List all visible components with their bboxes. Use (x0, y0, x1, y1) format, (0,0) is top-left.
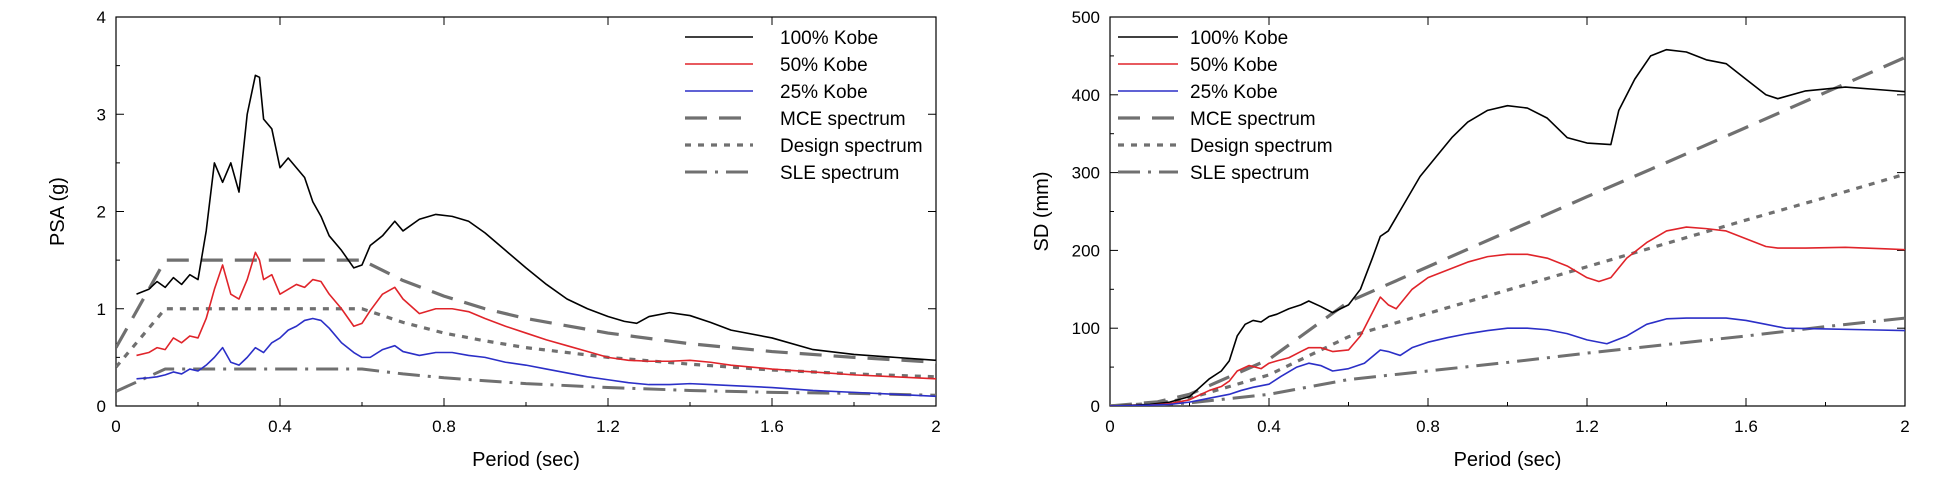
y-axis-label: SD (mm) (1031, 172, 1053, 252)
y-tick-label: 4 (97, 8, 106, 27)
legend-label: SLE spectrum (1190, 163, 1309, 184)
series-line-50-kobe (136, 251, 936, 380)
x-tick-label: 1.6 (760, 417, 784, 436)
x-tick-label: 2 (931, 417, 940, 436)
x-tick-label: 1.2 (596, 417, 620, 436)
x-tick-label: 0 (111, 417, 120, 436)
y-tick-label: 300 (1072, 164, 1100, 183)
psa-chart: 0 0.4 0.8 1.2 1.6 2 0 1 2 3 4 Period (sec) PSA (g) 10… (47, 8, 941, 471)
sd-chart: 0 0.4 0.8 1.2 1.6 2 0 100 200 300 400 500 Period (se… (1031, 8, 1910, 471)
x-tick-label: 2 (1900, 417, 1909, 436)
series-line-sle-spectrum (1110, 316, 1905, 406)
series-line-design-spectrum (116, 307, 936, 379)
series-group (116, 74, 936, 398)
legend: 100% Kobe 50% Kobe 25% Kobe MCE spectrum Des… (1118, 28, 1333, 184)
y-tick-label: 0 (97, 397, 106, 416)
y-tick-label: 200 (1072, 241, 1100, 260)
y-tick-label: 2 (97, 203, 106, 222)
y-tick-label: 3 (97, 105, 106, 124)
series-line-100-kobe (1110, 48, 1905, 406)
x-tick-label: 0.4 (1257, 417, 1281, 436)
series-line-25-kobe (136, 317, 936, 398)
legend-label: 50% Kobe (1190, 55, 1278, 76)
legend-label: 50% Kobe (780, 55, 868, 76)
series-line-mce-spectrum (1110, 55, 1905, 406)
legend-label: SLE spectrum (780, 163, 899, 184)
x-axis-label: Period (sec) (1454, 449, 1562, 471)
y-tick-label: 100 (1072, 319, 1100, 338)
y-tick-label: 1 (97, 300, 106, 319)
y-tick-label: 400 (1072, 86, 1100, 105)
y-tick-label: 500 (1072, 8, 1100, 27)
legend-label: 25% Kobe (1190, 82, 1278, 103)
x-tick-label: 1.2 (1575, 417, 1599, 436)
series-line-mce-spectrum (116, 258, 936, 364)
y-axis-label: PSA (g) (47, 177, 69, 246)
legend-label: 100% Kobe (1190, 28, 1288, 49)
x-tick-label: 1.6 (1734, 417, 1758, 436)
series-group (1110, 48, 1905, 406)
series-line-100-kobe (136, 74, 936, 362)
legend-label: MCE spectrum (1190, 109, 1316, 130)
series-line-sle-spectrum (116, 367, 936, 397)
series-line-50-kobe (1110, 226, 1905, 406)
legend-label: Design spectrum (1190, 136, 1333, 157)
legend-label: 25% Kobe (780, 82, 868, 103)
series-line-design-spectrum (1110, 172, 1905, 406)
x-axis-label: Period (sec) (472, 449, 580, 471)
legend: 100% Kobe 50% Kobe 25% Kobe MCE spectrum Des… (685, 28, 923, 184)
x-tick-label: 0.8 (1416, 417, 1440, 436)
legend-label: 100% Kobe (780, 28, 878, 49)
y-tick-label: 0 (1091, 397, 1100, 416)
legend-label: Design spectrum (780, 136, 923, 157)
x-tick-label: 0 (1105, 417, 1114, 436)
legend-label: MCE spectrum (780, 109, 906, 130)
series-line-25-kobe (1110, 317, 1905, 406)
x-tick-label: 0.4 (268, 417, 292, 436)
x-tick-label: 0.8 (432, 417, 456, 436)
